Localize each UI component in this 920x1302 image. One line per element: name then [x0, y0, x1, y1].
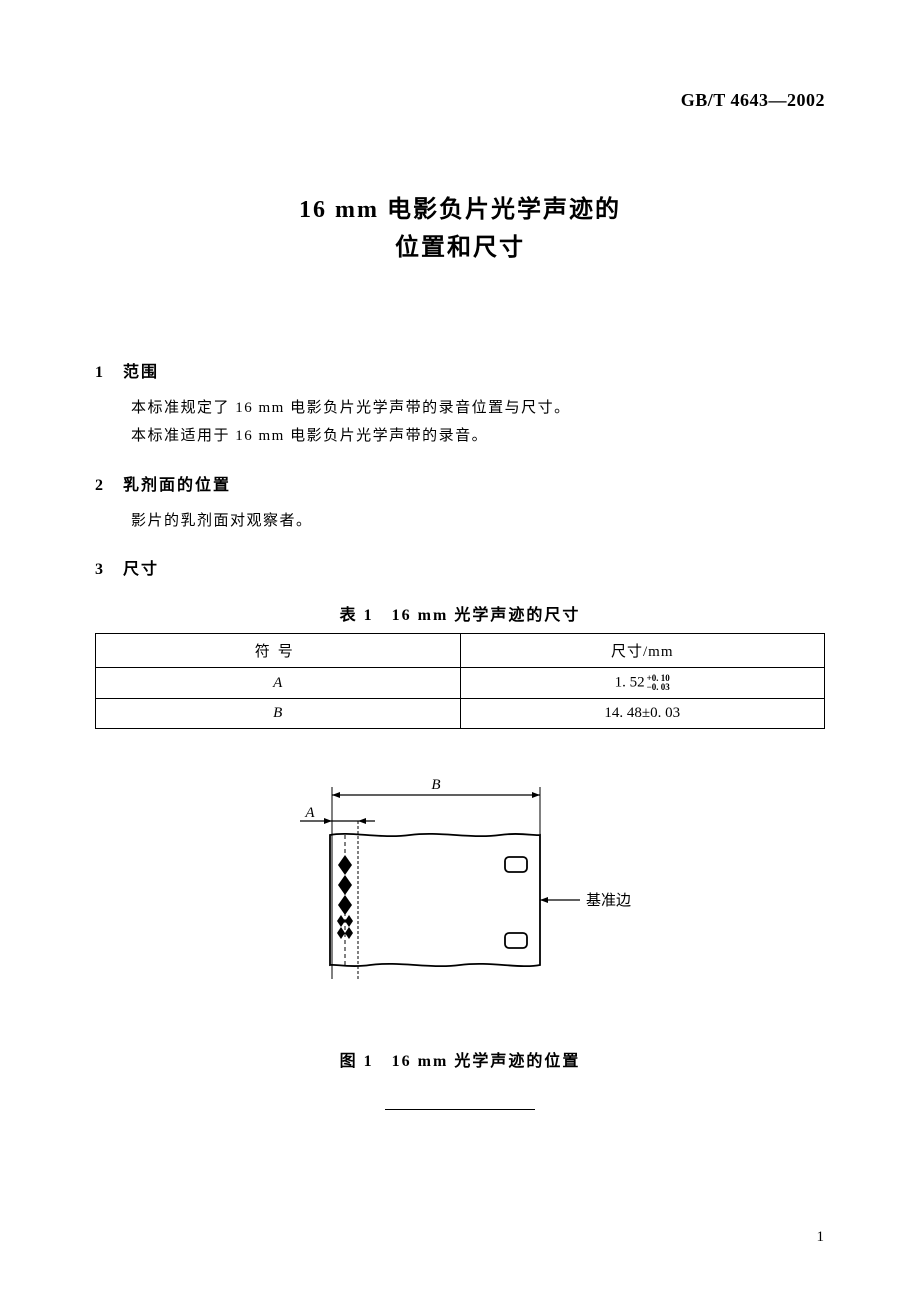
section-2-heading: 2 乳剂面的位置	[95, 471, 825, 495]
section-3-heading: 3 尺寸	[95, 555, 825, 579]
section-1-p1: 本标准规定了 16 mm 电影负片光学声带的录音位置与尺寸。	[131, 394, 825, 423]
section-1-p2: 本标准适用于 16 mm 电影负片光学声带的录音。	[131, 422, 825, 451]
page-root: GB/T 4643—2002 16 mm 电影负片光学声迹的 位置和尺寸 1 范…	[0, 0, 920, 1170]
film-outline	[330, 834, 540, 966]
arrowhead-icon	[540, 897, 548, 903]
arrowhead-icon	[358, 818, 366, 824]
table-1: 符号 尺寸/mm A 1. 52+0. 10−0. 03 B 14. 48±0.…	[95, 633, 825, 729]
section-2-p1: 影片的乳剂面对观察者。	[131, 507, 825, 536]
table-cell-val-b: 14. 48±0. 03	[460, 699, 825, 729]
table-header-row: 符号 尺寸/mm	[96, 634, 825, 668]
table-cell-sym-b: B	[96, 699, 461, 729]
figure-1-container: B A 基准边	[95, 765, 825, 1025]
section-1-body: 本标准规定了 16 mm 电影负片光学声带的录音位置与尺寸。 本标准适用于 16…	[95, 394, 825, 451]
val-a-base: 1. 52	[615, 675, 645, 691]
table-cell-sym-a: A	[96, 668, 461, 699]
val-a-tolerance: +0. 10−0. 03	[647, 674, 670, 692]
arrowhead-icon	[324, 818, 332, 824]
section-1: 1 范围 本标准规定了 16 mm 电影负片光学声带的录音位置与尺寸。 本标准适…	[95, 358, 825, 451]
end-rule	[385, 1109, 535, 1110]
sprocket-hole-icon	[505, 857, 527, 872]
figure-1-caption: 图 1 16 mm 光学声迹的位置	[95, 1047, 825, 1071]
section-1-heading: 1 范围	[95, 358, 825, 382]
table-col-symbol: 符号	[96, 634, 461, 668]
dim-a-label: A	[304, 805, 315, 821]
table-cell-val-a: 1. 52+0. 10−0. 03	[460, 668, 825, 699]
val-a-tol-lower: −0. 03	[647, 683, 670, 692]
figure-1-svg: B A 基准边	[280, 765, 640, 1025]
title-line-2: 位置和尺寸	[395, 235, 525, 261]
table-col-dimension: 尺寸/mm	[460, 634, 825, 668]
ref-edge-label: 基准边	[586, 892, 631, 909]
arrowhead-icon	[332, 792, 340, 798]
document-number: GB/T 4643—2002	[95, 90, 825, 111]
section-2: 2 乳剂面的位置 影片的乳剂面对观察者。	[95, 471, 825, 536]
table-1-caption: 表 1 16 mm 光学声迹的尺寸	[95, 601, 825, 625]
table-row: A 1. 52+0. 10−0. 03	[96, 668, 825, 699]
arrowhead-icon	[532, 792, 540, 798]
sprocket-hole-icon	[505, 933, 527, 948]
page-number: 1	[817, 1229, 825, 1246]
section-2-body: 影片的乳剂面对观察者。	[95, 507, 825, 536]
dim-b-label: B	[431, 777, 440, 793]
section-3: 3 尺寸	[95, 555, 825, 579]
document-title: 16 mm 电影负片光学声迹的 位置和尺寸	[95, 191, 825, 268]
table-row: B 14. 48±0. 03	[96, 699, 825, 729]
title-line-1: 16 mm 电影负片光学声迹的	[299, 197, 621, 223]
